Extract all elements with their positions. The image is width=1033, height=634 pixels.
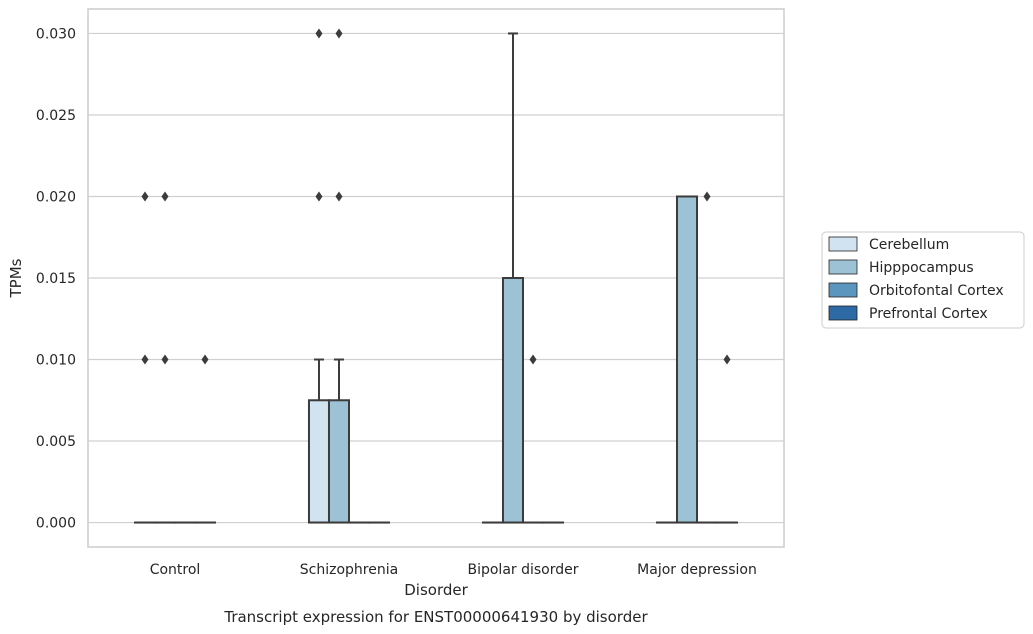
legend-entry: Hipppocampus — [869, 260, 974, 276]
legend-entry: Orbitofontal Cortex — [869, 283, 1004, 299]
x-tick-label: Major depression — [637, 562, 757, 578]
legend: Cerebellum Hipppocampus Orbitofontal Corte… — [821, 231, 1025, 329]
outlier-point — [315, 191, 323, 202]
y-tick-label: 0.010 — [36, 353, 76, 369]
outlier-point — [335, 191, 343, 202]
box — [501, 277, 524, 524]
legend-swatch — [828, 259, 858, 275]
outlier-point — [161, 191, 169, 202]
x-tick-labels: Control Schizophrenia Bipolar disorder Majo… — [150, 562, 757, 578]
y-tick-label: 0.000 — [36, 516, 76, 532]
box-group — [522, 354, 545, 524]
outlier-point — [723, 354, 731, 365]
outlier-point — [161, 354, 169, 365]
box-group — [675, 195, 698, 524]
x-tick-label: Control — [150, 562, 201, 578]
outlier-point — [315, 28, 323, 39]
box-group — [501, 32, 524, 524]
outlier-point — [703, 191, 711, 202]
y-tick-labels: 0.000 0.005 0.010 0.015 0.020 0.025 0.030 — [36, 26, 76, 531]
legend-frame — [821, 231, 1025, 329]
outlier-point — [529, 354, 537, 365]
box-group — [153, 191, 177, 524]
chart-caption: Transcript expression for ENST0000064193… — [223, 608, 648, 626]
box-group — [716, 354, 739, 524]
y-tick-label: 0.020 — [36, 189, 76, 205]
box-group — [696, 191, 719, 524]
outlier-point — [141, 354, 149, 365]
boxes — [133, 28, 739, 524]
legend-swatch — [828, 282, 858, 298]
plot-area-frame — [87, 8, 785, 548]
box — [307, 399, 330, 524]
y-tick-label: 0.025 — [36, 108, 76, 124]
outlier-point — [201, 354, 209, 365]
y-axis-label: TPMs — [7, 258, 25, 298]
box-group — [194, 354, 217, 524]
y-tick-label: 0.030 — [36, 26, 76, 42]
legend-swatch — [828, 236, 858, 252]
box — [327, 399, 350, 524]
legend-swatch — [828, 305, 858, 321]
box-group — [133, 191, 156, 524]
box — [675, 195, 698, 524]
x-tick-label: Schizophrenia — [300, 562, 398, 578]
legend-entry: Prefrontal Cortex — [869, 306, 988, 322]
outlier-point — [335, 28, 343, 39]
x-axis-label: Disorder — [404, 581, 468, 599]
legend-entry: Cerebellum — [869, 237, 949, 253]
y-tick-label: 0.005 — [36, 434, 76, 450]
box-group — [307, 28, 330, 524]
outlier-point — [141, 191, 149, 202]
box-group — [327, 28, 350, 524]
x-tick-label: Bipolar disorder — [467, 562, 578, 578]
y-tick-label: 0.015 — [36, 271, 76, 287]
